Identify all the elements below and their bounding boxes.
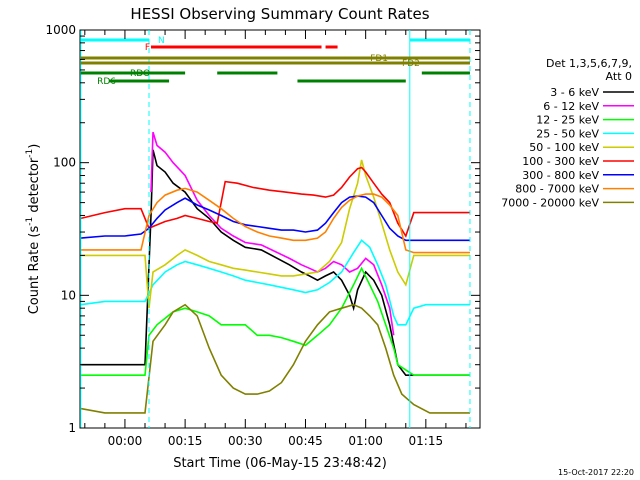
y-tick-label-10: 10 — [61, 288, 76, 302]
x-tick-label-0: 00:00 — [108, 434, 143, 448]
timestamp: 15-Oct-2017 22:20 — [558, 468, 634, 477]
flag-label-rdo: RDO — [130, 69, 150, 79]
y-tick-label-1000: 1000 — [45, 23, 76, 37]
series-line-6-12-kev — [150, 131, 395, 336]
flag-label-f: F — [145, 43, 150, 53]
flag-label-n: N — [158, 36, 165, 46]
series-line-3-6-kev — [80, 149, 470, 377]
legend-label-50-100-kev: 50 - 100 keV — [529, 141, 599, 154]
series-line-25-50-kev — [80, 239, 470, 326]
legend-label-6-12-kev: 6 - 12 keV — [543, 100, 599, 113]
x-tick-label-4: 01:00 — [348, 434, 383, 448]
flag-label-fd1: FD1 — [370, 54, 388, 64]
x-tick-label-3: 00:45 — [288, 434, 323, 448]
x-tick-label-5: 01:15 — [409, 434, 444, 448]
series-line-50-100-kev — [80, 159, 470, 309]
series-line-100-300-kev — [80, 166, 470, 238]
y-axis-label: Count Rate (s-1 detector-1) — [25, 144, 42, 315]
series-line-7000-20000-kev — [80, 303, 470, 414]
x-axis-label: Start Time (06-May-15 23:48:42) — [173, 456, 387, 471]
legend-label-7000-20000-kev: 7000 - 20000 keV — [501, 196, 599, 209]
series-line-800-7000-kev — [80, 187, 470, 254]
x-tick-label-1: 00:15 — [168, 434, 203, 448]
legend-header-line-2: Att 0 — [606, 70, 632, 83]
legend-label-100-300-kev: 100 - 300 keV — [522, 155, 599, 168]
flag-label-fd2: FD2 — [402, 59, 420, 69]
series-line-12-25-kev — [80, 266, 470, 377]
series-layer — [80, 30, 471, 428]
legend-label-800-7000-kev: 800 - 7000 keV — [515, 183, 599, 196]
flag-label-rd6: RD6 — [97, 77, 116, 87]
axes: 1 10 100 1000 00:00 00:15 00:30 00:45 01:00 01:15 — [45, 23, 480, 448]
y-tick-label-1: 1 — [68, 421, 76, 435]
legend-label-300-800-kev: 300 - 800 keV — [522, 169, 599, 182]
y-tick-label-100: 100 — [53, 156, 76, 170]
chart-title: HESSI Observing Summary Count Rates — [130, 5, 429, 23]
legend-label-3-6-kev: 3 - 6 keV — [550, 86, 599, 99]
flag-bars: NF FD1 FD2 RDO RD6 — [80, 36, 470, 87]
legend-label-25-50-kev: 25 - 50 keV — [536, 127, 599, 140]
plot-frame — [79, 29, 481, 429]
series-line-300-800-kev — [80, 195, 470, 242]
legend-header-line-1: Det 1,3,5,6,7,9, — [546, 57, 632, 70]
x-tick-label-2: 00:30 — [228, 434, 263, 448]
legend-label-12-25-kev: 12 - 25 keV — [536, 114, 599, 127]
